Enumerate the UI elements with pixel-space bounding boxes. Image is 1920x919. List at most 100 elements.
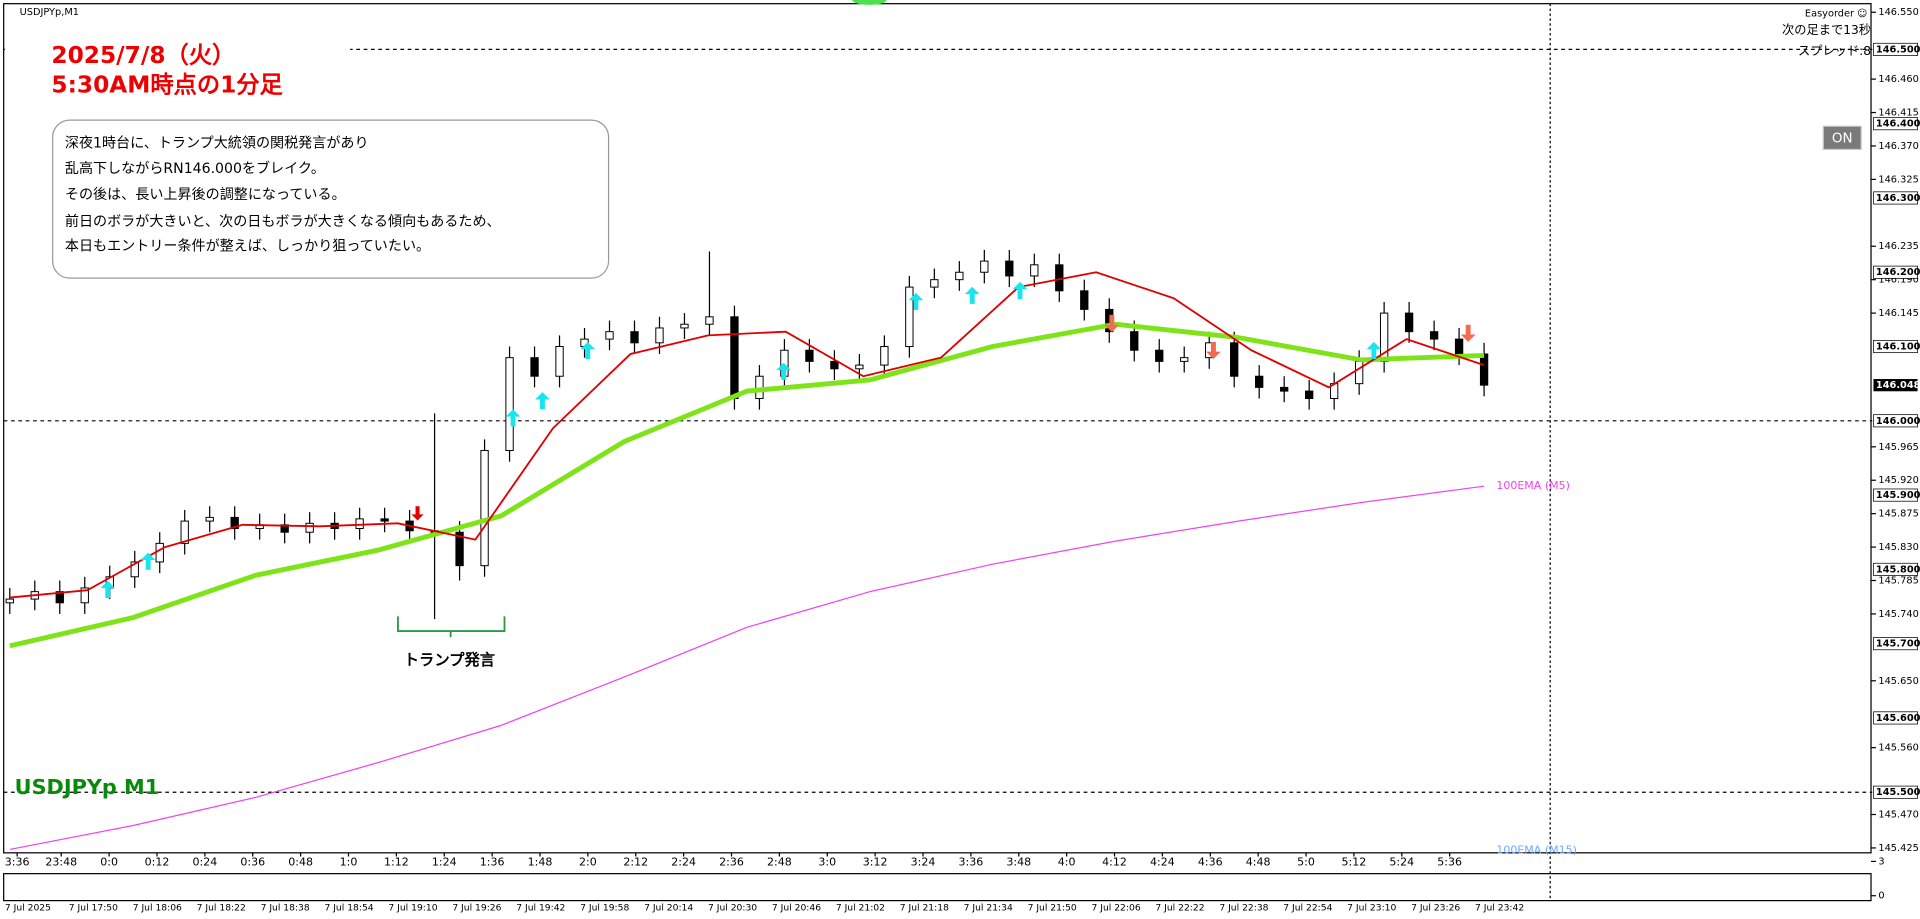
y-tick-label: 146.145 (1878, 308, 1918, 319)
candle-body (355, 518, 364, 530)
candle-body (880, 346, 889, 366)
level-label: 146.000 (1876, 416, 1920, 427)
heading-bg (4, 34, 351, 108)
candle-body (1155, 349, 1164, 362)
window-label: USDJPYp,M1 (20, 7, 79, 18)
x-tick-label: 2:0 (579, 856, 597, 869)
level-label: 146.300 (1876, 193, 1920, 204)
candle-body (1354, 360, 1364, 385)
date-label: 7 Jul 18:06 (133, 902, 182, 913)
note-line: その後は、長い上昇後の調整になっている。 (65, 187, 346, 203)
level-label: 146.400 (1876, 119, 1920, 130)
on-button-bg[interactable] (1822, 125, 1862, 151)
note-line: 本日もエントリー条件が整えば、しっかり狙っていたい。 (65, 237, 430, 254)
plot-frame (3, 3, 1872, 854)
level-label: 146.500 (1876, 44, 1920, 55)
x-tick-label: 0:36 (240, 856, 265, 869)
x-tick-label: 0:48 (288, 856, 313, 869)
x-tick-label: 1:0 (340, 856, 358, 869)
x-tick-label: 1:48 (528, 856, 553, 869)
candle-body (1280, 386, 1289, 392)
level-box (1873, 191, 1918, 205)
x-tick-label: 0:12 (145, 856, 170, 869)
y-tick-label: 145.740 (1878, 609, 1918, 620)
subwindow-frame (3, 873, 1872, 902)
indicator-dot (852, 0, 887, 5)
candle-body (805, 349, 814, 362)
indicator-line (9, 321, 1485, 649)
x-tick-label: 2:12 (623, 856, 648, 869)
x-tick-label: 4:24 (1150, 856, 1175, 869)
date-label: 7 Jul 21:02 (836, 902, 885, 913)
heading-line: 5:30AM時点の1分足 (51, 71, 283, 98)
x-tick-label: 4:0 (1058, 856, 1076, 869)
note-box (52, 119, 610, 279)
candle-body (1479, 353, 1489, 386)
symbol-watermark: USDJPYp M1 (15, 775, 160, 799)
level-box (1873, 785, 1918, 799)
candle-body (530, 357, 539, 377)
x-tick-label: 3:48 (1006, 856, 1031, 869)
candle-body (130, 561, 139, 578)
level-box (1873, 637, 1918, 651)
x-tick-label: 3:0 (818, 856, 836, 869)
candle-body (830, 360, 839, 370)
date-label: 7 Jul 18:38 (261, 902, 310, 913)
x-tick-label: 4:48 (1246, 856, 1271, 869)
on-button[interactable]: ON (1822, 125, 1862, 151)
level-box (1873, 42, 1918, 56)
level-label: 146.100 (1876, 342, 1920, 353)
y-tick-label: 145.785 (1878, 576, 1918, 587)
candle-body (80, 587, 89, 604)
candle-body (205, 516, 214, 522)
candle-body (1305, 390, 1314, 400)
level-label: 145.900 (1876, 490, 1920, 501)
candle-body (1130, 331, 1139, 351)
date-label: 7 Jul 23:10 (1347, 902, 1396, 913)
x-tick-label: 1:24 (432, 856, 457, 869)
candle-body (305, 522, 314, 533)
date-label: 7 Jul 22:22 (1155, 902, 1204, 913)
y-tick-label: 146.190 (1878, 275, 1918, 286)
candle-body (5, 598, 14, 604)
y-tick-label: 145.470 (1878, 810, 1918, 821)
candle-body (630, 331, 639, 344)
y-tick-label: 146.370 (1878, 141, 1918, 152)
x-tick-label: 1:12 (384, 856, 409, 869)
on-button-label[interactable]: ON (1832, 130, 1853, 146)
date-label: 7 Jul 22:38 (1219, 902, 1268, 913)
level-box (1873, 488, 1918, 502)
x-tick-label: 1:36 (480, 856, 505, 869)
candle-body (230, 516, 239, 530)
candle-body (455, 531, 464, 567)
y-tick-label: 145.875 (1878, 509, 1918, 520)
date-label: 7 Jul 20:30 (708, 902, 757, 913)
y-tick-label: 145.650 (1878, 676, 1918, 687)
sub-tick-label: 3 (1878, 856, 1884, 867)
candle-body (555, 346, 564, 377)
candle-body (55, 591, 64, 604)
level-box (1873, 265, 1918, 279)
series-label: 100EMA (M5) (1496, 479, 1570, 492)
candle-body (1030, 264, 1039, 277)
y-tick-label: 146.550 (1878, 7, 1918, 18)
date-label: 7 Jul 17:50 (69, 902, 118, 913)
candle-body (1454, 338, 1464, 355)
x-tick-label: 2:48 (767, 856, 792, 869)
x-tick-label: 2:36 (719, 856, 744, 869)
x-tick-label: 3:36 (959, 856, 984, 869)
x-tick-label: 5:12 (1342, 856, 1367, 869)
heading-line: 2025/7/8（火） (51, 42, 235, 69)
level-box (1873, 711, 1918, 725)
candle-body (1230, 342, 1239, 377)
x-tick-label: 4:12 (1102, 856, 1127, 869)
level-label: 145.500 (1876, 787, 1920, 798)
level-label: 145.700 (1876, 639, 1920, 650)
y-tick-label: 145.560 (1878, 743, 1918, 754)
date-label: 7 Jul 20:14 (644, 902, 693, 913)
current-price-label: 146.048 (1876, 380, 1920, 391)
x-tick-label: 5:36 (1437, 856, 1462, 869)
countdown: 次の足まで13秒 (1782, 23, 1871, 37)
date-label: 7 Jul 19:10 (388, 902, 437, 913)
date-label: 7 Jul 18:22 (197, 902, 246, 913)
